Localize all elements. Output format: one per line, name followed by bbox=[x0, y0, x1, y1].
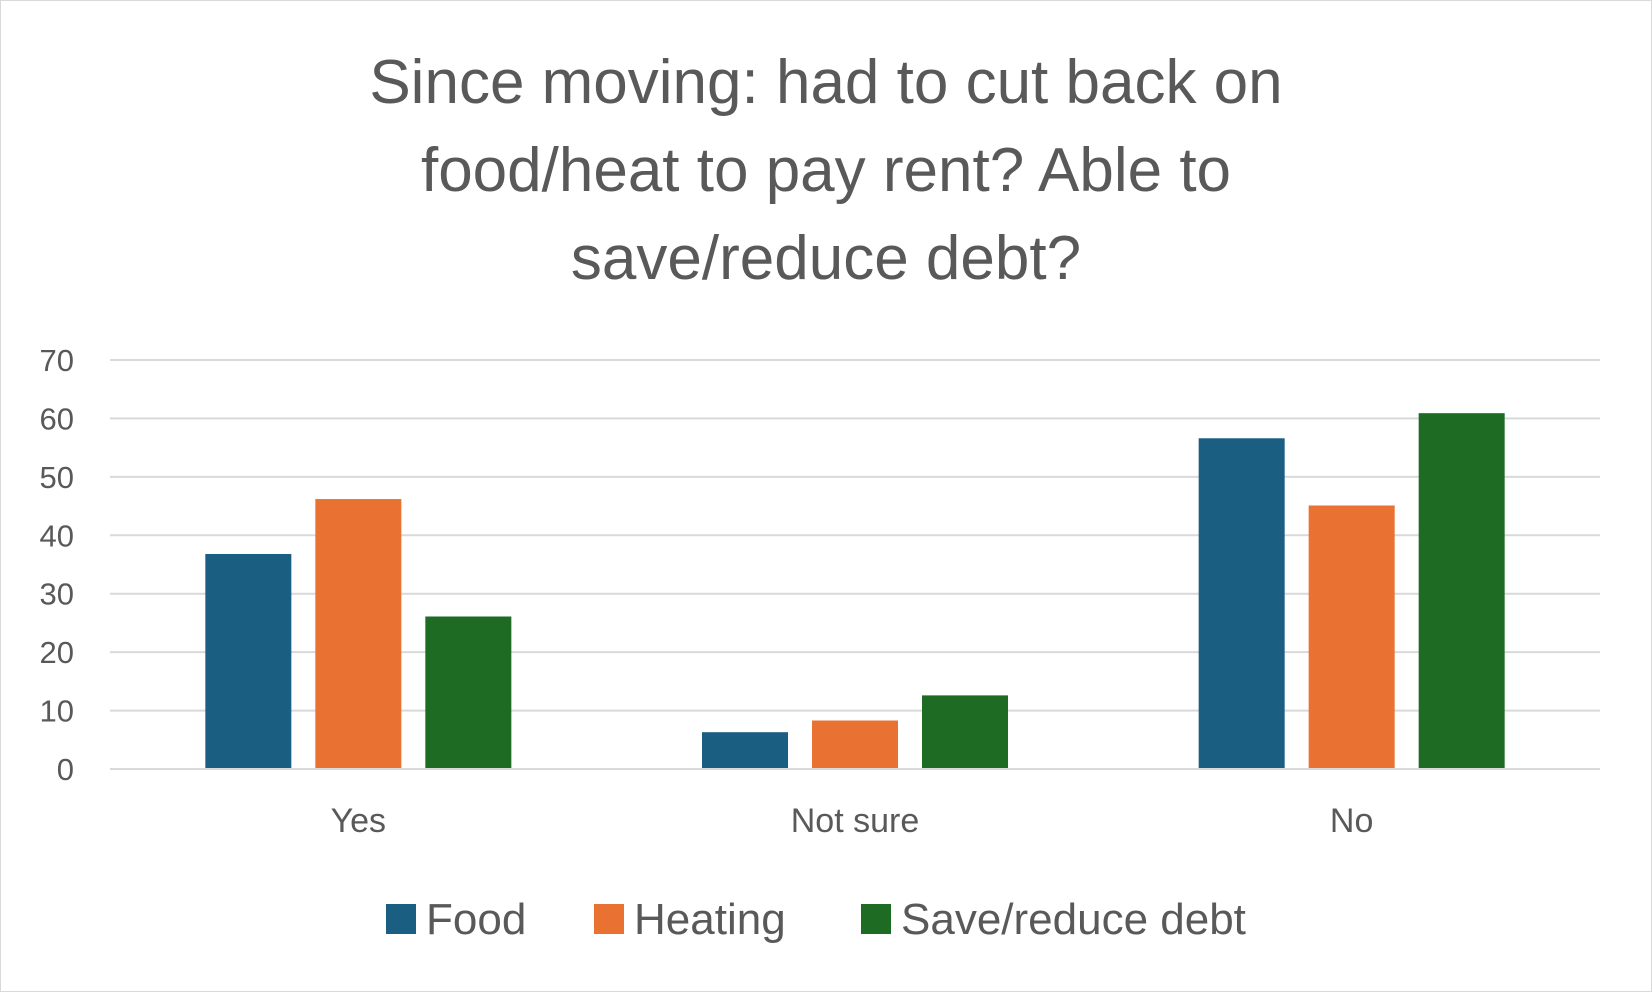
x-category-label-no: No bbox=[1330, 802, 1373, 840]
bar-heating-not-sure bbox=[812, 720, 898, 769]
bar-food-not-sure bbox=[702, 732, 788, 769]
y-tick-label-20: 20 bbox=[40, 635, 74, 670]
legend-swatch-heating bbox=[594, 904, 624, 934]
bar-save-reduce-debt-no bbox=[1418, 413, 1505, 769]
y-tick-label-30: 30 bbox=[40, 577, 74, 612]
legend-swatch-save-reduce-debt bbox=[861, 904, 891, 934]
chart-title: Since moving: had to cut back on food/he… bbox=[369, 48, 1282, 293]
legend-label-save-reduce-debt: Save/reduce debt bbox=[901, 895, 1246, 944]
y-tick-label-0: 0 bbox=[57, 752, 74, 787]
bar-heating-yes bbox=[315, 499, 402, 769]
legend-swatch-food bbox=[386, 904, 416, 934]
x-category-label-yes: Yes bbox=[331, 802, 386, 840]
bars bbox=[205, 413, 1505, 769]
y-tick-label-70: 70 bbox=[40, 343, 74, 378]
x-axis-category-labels: Yes Not sure No bbox=[331, 802, 1374, 840]
bar-food-yes bbox=[205, 553, 292, 769]
chart-title-line-2: food/heat to pay rent? Able to bbox=[421, 136, 1231, 205]
y-tick-label-60: 60 bbox=[40, 401, 74, 436]
bar-save-reduce-debt-not-sure bbox=[922, 695, 1008, 769]
bar-food-no bbox=[1198, 438, 1285, 769]
y-tick-label-50: 50 bbox=[40, 460, 74, 495]
y-axis-tick-labels: 0 10 20 30 40 50 60 70 bbox=[40, 343, 74, 787]
legend-label-heating: Heating bbox=[634, 895, 786, 944]
y-tick-label-40: 40 bbox=[40, 518, 74, 553]
y-tick-label-10: 10 bbox=[40, 694, 74, 729]
bar-save-reduce-debt-yes bbox=[425, 616, 512, 769]
x-category-label-not-sure: Not sure bbox=[791, 802, 920, 840]
chart-title-line-1: Since moving: had to cut back on bbox=[369, 48, 1282, 117]
legend: Food Heating Save/reduce debt bbox=[386, 895, 1246, 944]
bar-heating-no bbox=[1308, 505, 1395, 769]
legend-label-food: Food bbox=[426, 895, 526, 944]
chart-title-line-3: save/reduce debt? bbox=[571, 224, 1081, 293]
